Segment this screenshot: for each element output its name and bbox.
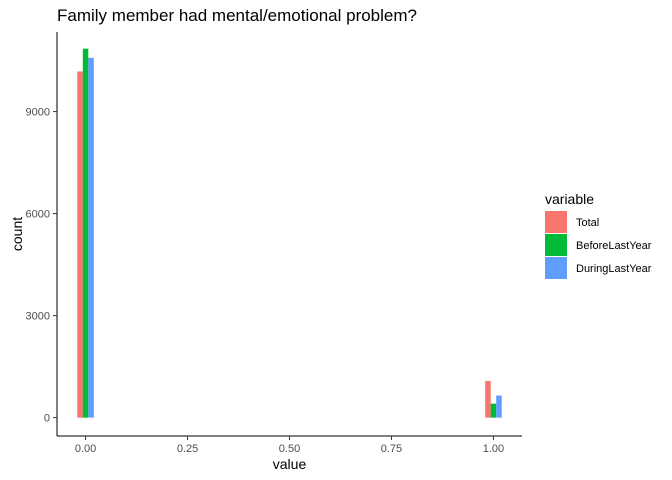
legend-label-BeforeLastYear: BeforeLastYear [576, 240, 652, 252]
y-ticks: 0 3000 6000 9000 [26, 107, 57, 425]
legend-title: variable [545, 191, 594, 207]
legend-label-Total: Total [576, 217, 599, 229]
x-tick-label: 1.00 [483, 443, 504, 455]
bar-DuringLastYear-0 [88, 57, 94, 418]
y-tick-label: 6000 [26, 209, 50, 221]
y-axis-title: count [9, 217, 25, 251]
x-tick-label: 0.00 [75, 443, 96, 455]
legend-key-BeforeLastYear [545, 234, 567, 256]
x-tick-label: 0.25 [177, 443, 198, 455]
x-axis-title: value [273, 456, 307, 472]
y-tick-label: 0 [44, 413, 50, 425]
legend-key-DuringLastYear [545, 257, 567, 279]
legend: variable Total BeforeLastYear DuringLastYe… [545, 191, 652, 279]
legend-label-DuringLastYear: DuringLastYear [576, 263, 652, 275]
y-tick-label: 3000 [26, 311, 50, 323]
x-ticks: 0.00 0.25 0.50 0.75 1.00 [75, 436, 504, 455]
x-tick-label: 0.50 [279, 443, 300, 455]
bar-Total-0 [77, 71, 83, 418]
bar-BeforeLastYear-1 [490, 403, 497, 418]
chart-title: Family member had mental/emotional probl… [57, 6, 417, 25]
bar-BeforeLastYear-0 [82, 48, 89, 418]
bar-Total-1 [485, 380, 491, 418]
x-tick-label: 0.75 [381, 443, 402, 455]
y-tick-label: 9000 [26, 107, 50, 119]
bar-DuringLastYear-1 [496, 395, 502, 418]
legend-key-Total [545, 211, 567, 233]
bars [77, 48, 502, 418]
